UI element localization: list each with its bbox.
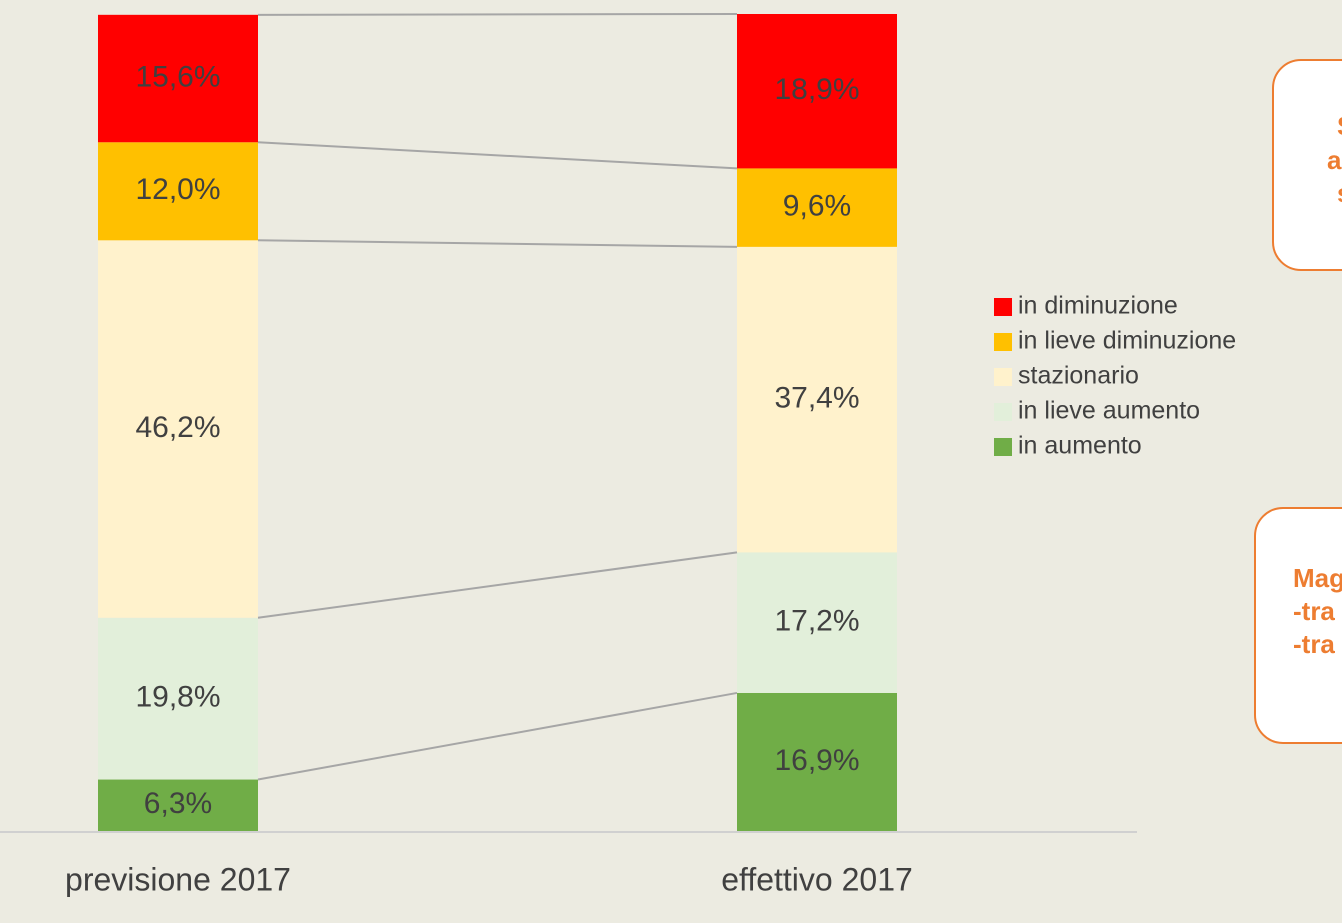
bar-segment	[737, 168, 897, 247]
annotation-text: S	[1337, 111, 1342, 141]
legend-swatch	[994, 403, 1012, 421]
x-tick-label: previsione 2017	[65, 861, 291, 897]
data-label: 46,2%	[135, 411, 220, 444]
bar-segment	[98, 779, 258, 831]
bar-segment	[737, 14, 897, 169]
data-label: 9,6%	[783, 190, 851, 223]
data-label: 17,2%	[774, 605, 859, 638]
data-label: 37,4%	[774, 382, 859, 415]
data-label: 19,8%	[135, 681, 220, 714]
connector-line	[257, 691, 738, 781]
legend-label: in diminuzione	[1018, 292, 1178, 320]
legend-swatch	[994, 438, 1012, 456]
bar-segment	[737, 246, 897, 553]
data-label: 16,9%	[774, 744, 859, 777]
legend-swatch	[994, 298, 1012, 316]
legend-label: in aumento	[1018, 432, 1142, 460]
bar-segment	[737, 692, 897, 831]
annotation-text: a	[1327, 145, 1342, 175]
connector-line	[257, 239, 738, 248]
connector-line	[257, 141, 738, 170]
annotation-text: -tra	[1293, 596, 1335, 626]
connector-line	[257, 551, 738, 619]
data-label: 18,9%	[774, 73, 859, 106]
bar-segment	[98, 240, 258, 618]
annotation-text: Mag	[1293, 563, 1342, 593]
data-label: 12,0%	[135, 173, 220, 206]
legend-label: in lieve aumento	[1018, 397, 1200, 425]
annotation-box	[1272, 59, 1342, 271]
annotation-box	[1254, 507, 1342, 744]
legend-label: stazionario	[1018, 362, 1139, 390]
annotation-text: s	[1337, 178, 1342, 208]
data-label: 6,3%	[144, 787, 212, 820]
bar-segment	[98, 14, 258, 143]
annotation-text: -tra	[1293, 629, 1335, 659]
bar-segment	[98, 142, 258, 241]
legend-swatch	[994, 368, 1012, 386]
legend-swatch	[994, 333, 1012, 351]
legend-label: in lieve diminuzione	[1018, 327, 1236, 355]
bar-segment	[98, 617, 258, 780]
bar-segment	[737, 552, 897, 693]
x-tick-label: effettivo 2017	[721, 861, 913, 897]
connector-line	[257, 13, 738, 16]
data-label: 15,6%	[135, 60, 220, 93]
